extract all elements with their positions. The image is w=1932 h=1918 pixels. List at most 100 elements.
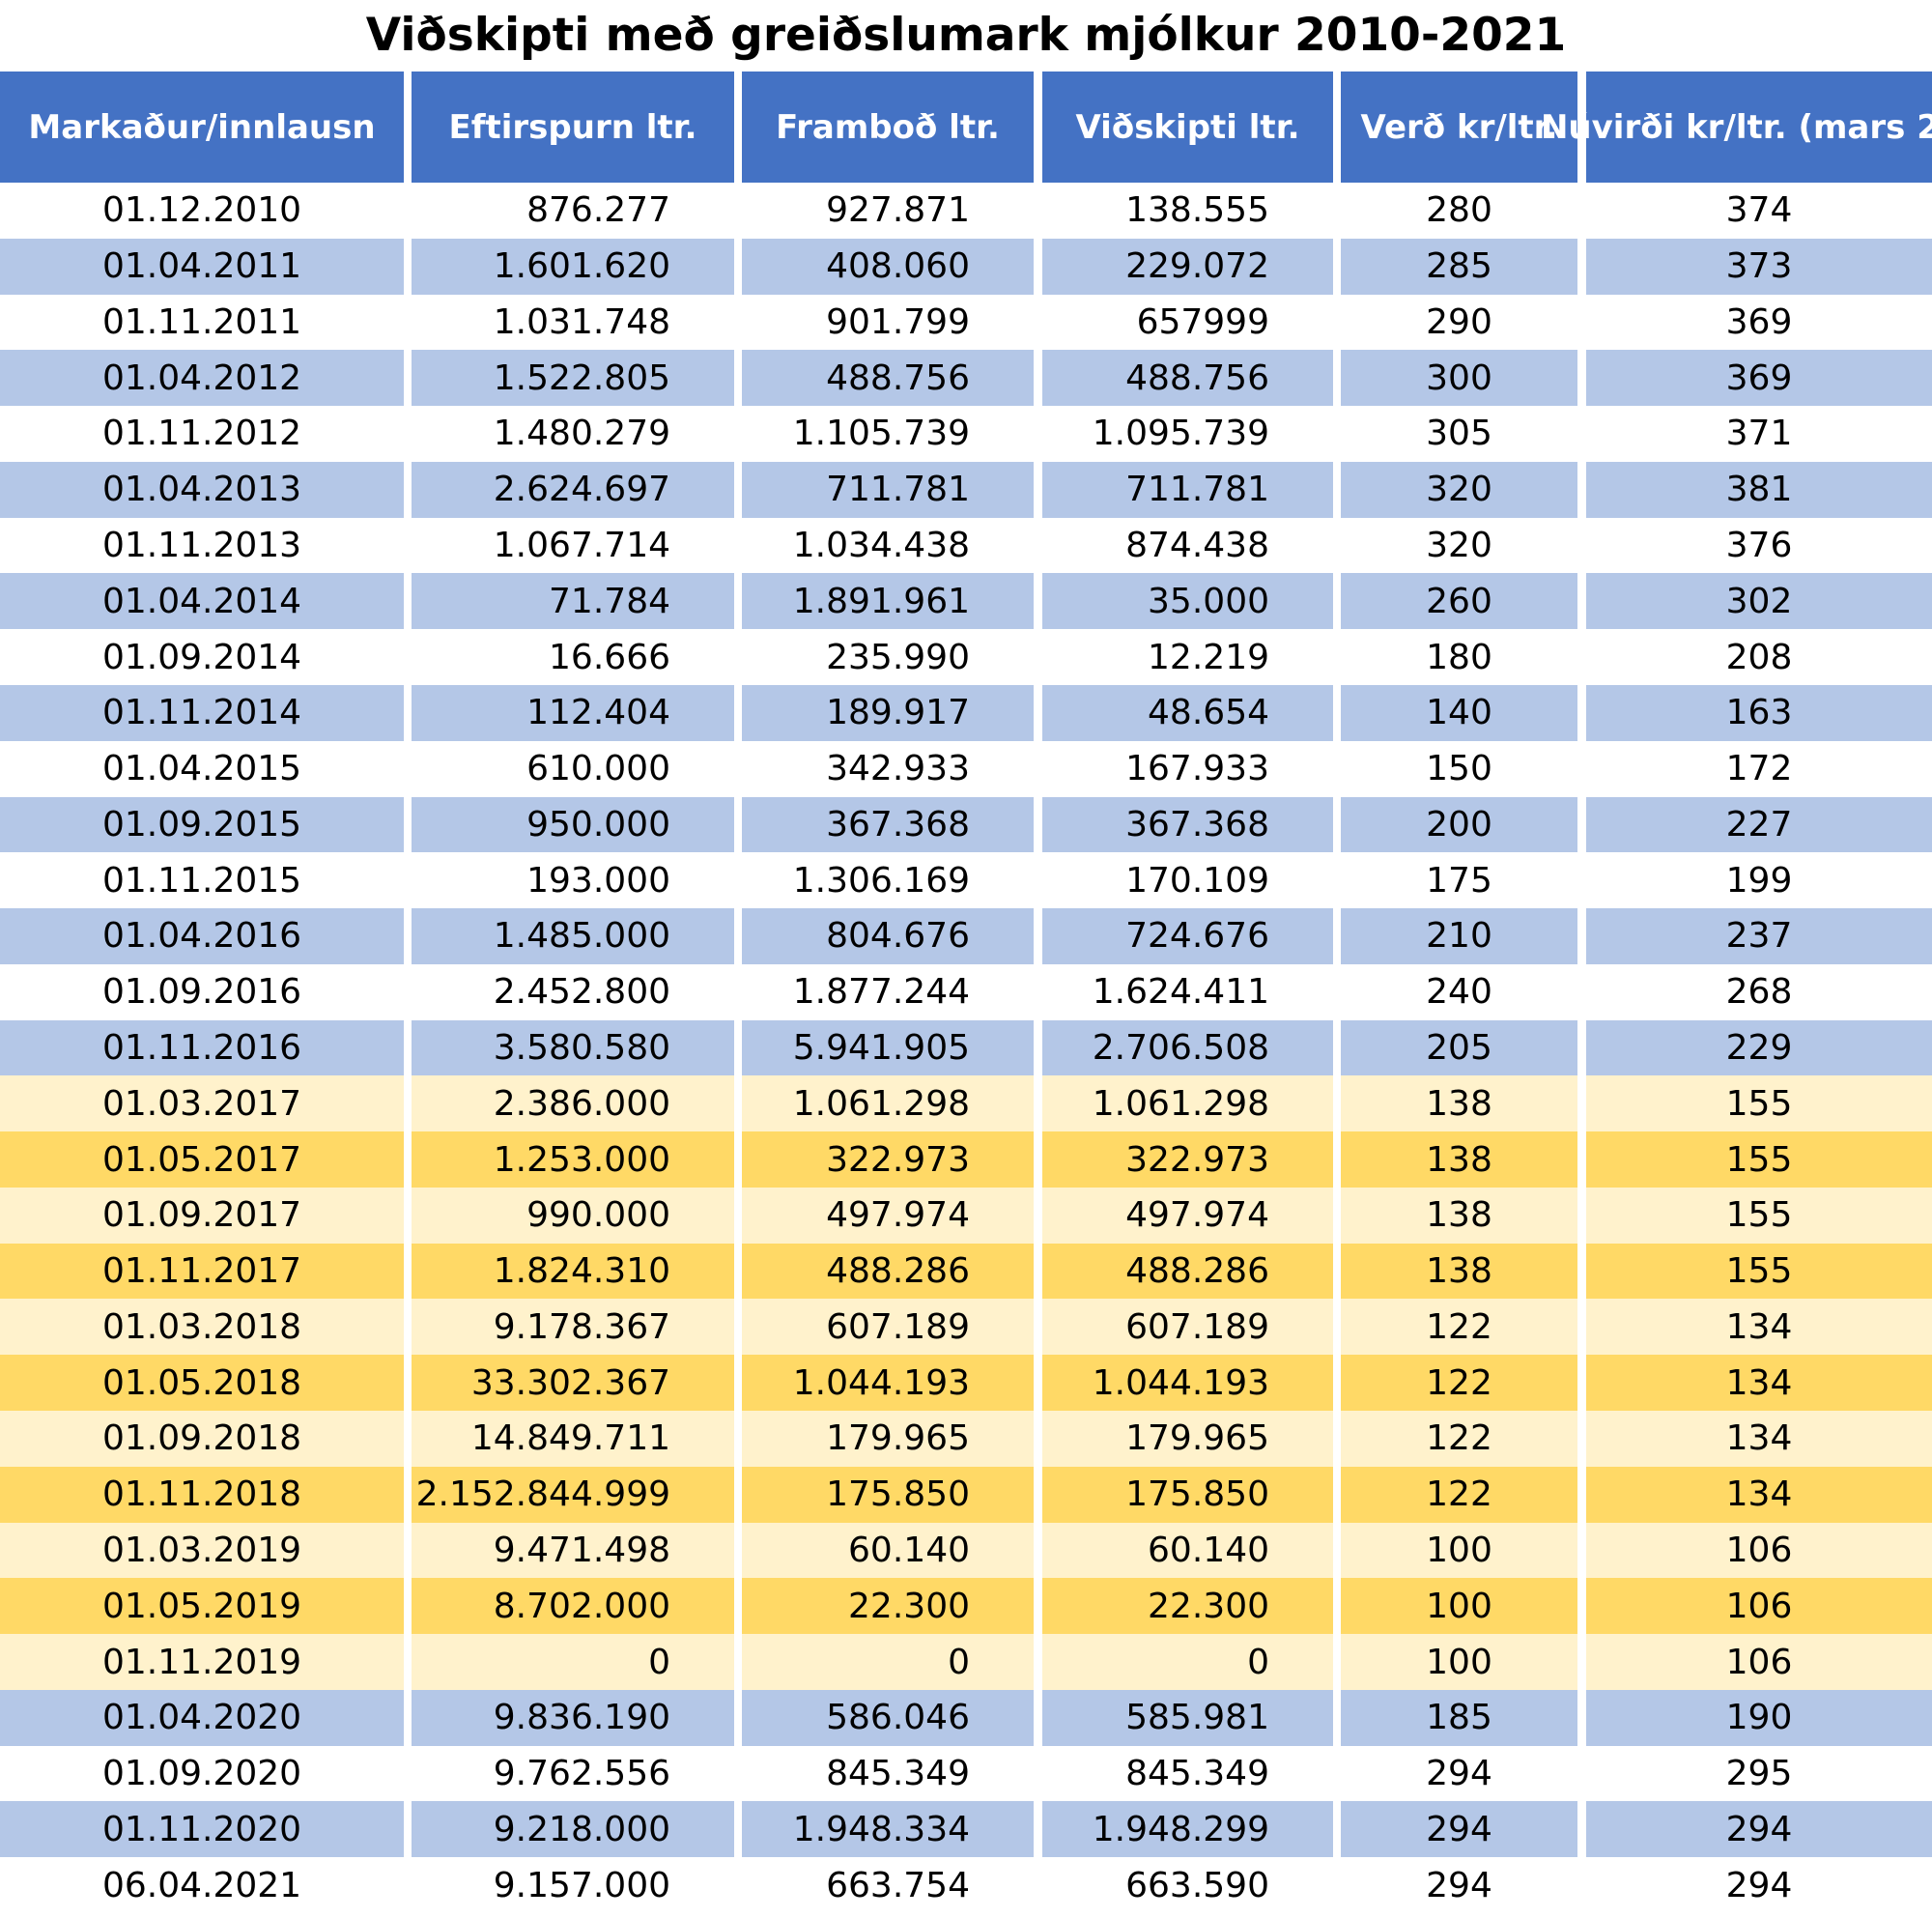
data-cell: 367.368 bbox=[1042, 796, 1333, 853]
data-cell: 1.306.169 bbox=[742, 852, 1034, 909]
data-cell: 01.04.2013 bbox=[0, 461, 404, 518]
header-row: Markaður/innlausn Eftirspurn ltr. Framboð … bbox=[0, 72, 1932, 183]
data-cell: 322.973 bbox=[1042, 1131, 1333, 1188]
data-cell: 1.824.310 bbox=[412, 1243, 734, 1300]
data-cell: 01.11.2015 bbox=[0, 852, 404, 909]
data-cell: 134 bbox=[1586, 1411, 1932, 1467]
data-cell: 01.03.2019 bbox=[0, 1522, 404, 1579]
data-row: 01.11.2017 1.824.310 488.286 488.286 138 155 bbox=[0, 1243, 1932, 1300]
data-cell: 657999 bbox=[1042, 294, 1333, 351]
data-cell: 1.061.298 bbox=[742, 1075, 1034, 1132]
data-cell: 122 bbox=[1341, 1299, 1577, 1356]
data-cell: 585.981 bbox=[1042, 1689, 1333, 1746]
data-cell: 48.654 bbox=[1042, 684, 1333, 741]
data-row: 01.09.2018 14.849.711 179.965 179.965 122 134 bbox=[0, 1411, 1932, 1467]
data-cell: 320 bbox=[1341, 461, 1577, 518]
data-cell: 210 bbox=[1341, 908, 1577, 964]
data-cell: 1.105.739 bbox=[742, 406, 1034, 462]
data-cell: 01.03.2017 bbox=[0, 1075, 404, 1132]
data-cell: 0 bbox=[742, 1634, 1034, 1690]
data-cell: 175 bbox=[1341, 852, 1577, 909]
data-cell: 175.850 bbox=[742, 1466, 1034, 1523]
data-row: 01.11.2016 3.580.580 5.941.905 2.706.508 205… bbox=[0, 1019, 1932, 1076]
data-cell: 237 bbox=[1586, 908, 1932, 964]
data-cell: 497.974 bbox=[1042, 1187, 1333, 1244]
data-cell: 322.973 bbox=[742, 1131, 1034, 1188]
data-cell: 290 bbox=[1341, 294, 1577, 351]
data-cell: 138 bbox=[1341, 1187, 1577, 1244]
data-cell: 134 bbox=[1586, 1355, 1932, 1412]
data-cell: 175.850 bbox=[1042, 1466, 1333, 1523]
data-cell: 01.09.2017 bbox=[0, 1187, 404, 1244]
data-cell: 01.09.2018 bbox=[0, 1411, 404, 1467]
data-cell: 01.11.2019 bbox=[0, 1634, 404, 1690]
data-cell: 9.471.498 bbox=[412, 1522, 734, 1579]
data-row: 01.11.2019 0 0 0 100 106 bbox=[0, 1634, 1932, 1690]
data-cell: 208 bbox=[1586, 629, 1932, 685]
data-cell: 150 bbox=[1341, 740, 1577, 797]
data-cell: 106 bbox=[1586, 1578, 1932, 1635]
data-cell: 0 bbox=[412, 1634, 734, 1690]
data-cell: 01.09.2016 bbox=[0, 963, 404, 1020]
data-cell: 199 bbox=[1586, 852, 1932, 909]
data-cell: 1.253.000 bbox=[412, 1131, 734, 1188]
data-row: 01.03.2019 9.471.498 60.140 60.140 100 106 bbox=[0, 1522, 1932, 1579]
data-cell: 1.480.279 bbox=[412, 406, 734, 462]
data-row: 01.04.2014 71.784 1.891.961 35.000 260 302 bbox=[0, 573, 1932, 630]
data-cell: 01.11.2013 bbox=[0, 517, 404, 574]
data-row: 01.09.2016 2.452.800 1.877.244 1.624.411 240… bbox=[0, 963, 1932, 1020]
data-cell: 01.04.2012 bbox=[0, 350, 404, 407]
data-cell: 280 bbox=[1341, 183, 1577, 239]
data-cell: 2.452.800 bbox=[412, 963, 734, 1020]
data-cell: 268 bbox=[1586, 963, 1932, 1020]
data-cell: 373 bbox=[1586, 238, 1932, 295]
data-cell: 180 bbox=[1341, 629, 1577, 685]
header-cell: Verð kr/ltr. bbox=[1341, 72, 1577, 183]
data-cell: 5.941.905 bbox=[742, 1019, 1034, 1076]
data-cell: 138 bbox=[1341, 1075, 1577, 1132]
data-cell: 01.09.2015 bbox=[0, 796, 404, 853]
data-cell: 320 bbox=[1341, 517, 1577, 574]
data-cell: 1.877.244 bbox=[742, 963, 1034, 1020]
data-cell: 488.756 bbox=[1042, 350, 1333, 407]
data-cell: 163 bbox=[1586, 684, 1932, 741]
data-cell: 586.046 bbox=[742, 1689, 1034, 1746]
data-cell: 294 bbox=[1586, 1857, 1932, 1913]
data-cell: 376 bbox=[1586, 517, 1932, 574]
data-row: 01.09.2017 990.000 497.974 497.974 138 155 bbox=[0, 1187, 1932, 1244]
data-cell: 302 bbox=[1586, 573, 1932, 630]
data-row: 01.04.2015 610.000 342.933 167.933 150 172 bbox=[0, 740, 1932, 797]
data-row: 01.04.2012 1.522.805 488.756 488.756 300 369 bbox=[0, 350, 1932, 407]
data-cell: 16.666 bbox=[412, 629, 734, 685]
data-cell: 227 bbox=[1586, 796, 1932, 853]
data-cell: 100 bbox=[1341, 1634, 1577, 1690]
data-cell: 01.05.2019 bbox=[0, 1578, 404, 1635]
data-row: 01.09.2020 9.762.556 845.349 845.349 294 295 bbox=[0, 1745, 1932, 1802]
data-row: 01.05.2017 1.253.000 322.973 322.973 138 155 bbox=[0, 1131, 1932, 1188]
data-cell: 01.11.2018 bbox=[0, 1466, 404, 1523]
data-cell: 371 bbox=[1586, 406, 1932, 462]
data-cell: 01.11.2011 bbox=[0, 294, 404, 351]
data-cell: 100 bbox=[1341, 1578, 1577, 1635]
data-row: 01.04.2013 2.624.697 711.781 711.781 320 381 bbox=[0, 461, 1932, 518]
data-cell: 260 bbox=[1341, 573, 1577, 630]
data-row: 01.04.2011 1.601.620 408.060 229.072 285 373 bbox=[0, 238, 1932, 295]
data-cell: 06.04.2021 bbox=[0, 1857, 404, 1913]
data-cell: 845.349 bbox=[742, 1745, 1034, 1802]
data-cell: 01.11.2017 bbox=[0, 1243, 404, 1300]
data-cell: 300 bbox=[1341, 350, 1577, 407]
data-cell: 1.044.193 bbox=[1042, 1355, 1333, 1412]
data-cell: 01.11.2020 bbox=[0, 1801, 404, 1858]
data-cell: 9.157.000 bbox=[412, 1857, 734, 1913]
data-cell: 663.590 bbox=[1042, 1857, 1333, 1913]
data-cell: 134 bbox=[1586, 1299, 1932, 1356]
data-cell: 294 bbox=[1341, 1745, 1577, 1802]
data-cell: 3.580.580 bbox=[412, 1019, 734, 1076]
data-row: 01.09.2015 950.000 367.368 367.368 200 227 bbox=[0, 796, 1932, 853]
data-cell: 01.11.2012 bbox=[0, 406, 404, 462]
data-cell: 1.031.748 bbox=[412, 294, 734, 351]
data-row: 01.11.2014 112.404 189.917 48.654 140 163 bbox=[0, 684, 1932, 741]
data-cell: 155 bbox=[1586, 1131, 1932, 1188]
data-row: 01.11.2020 9.218.000 1.948.334 1.948.299 294… bbox=[0, 1801, 1932, 1858]
data-cell: 01.09.2014 bbox=[0, 629, 404, 685]
